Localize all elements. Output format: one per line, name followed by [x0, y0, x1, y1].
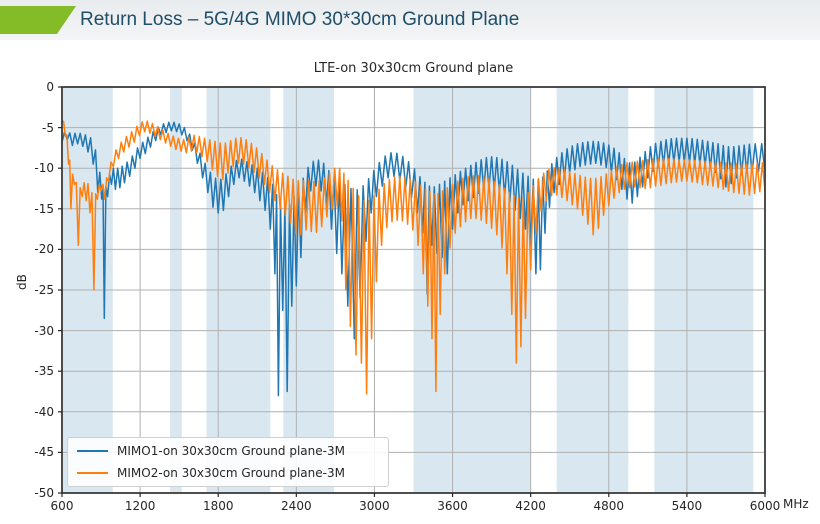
y-tick-label: -45 — [34, 445, 54, 460]
x-tick-label: 5400 — [671, 499, 703, 513]
y-tick-label: -50 — [34, 486, 54, 500]
mimo2-line-swatch — [77, 472, 108, 474]
y-tick-label: -30 — [34, 323, 54, 338]
x-tick-label: 1800 — [202, 499, 234, 513]
y-tick-label: -40 — [34, 404, 54, 419]
legend-item-mimo1: MIMO1-on 30x30cm Ground plane-3M — [77, 443, 379, 460]
x-tick-label: 3000 — [359, 499, 390, 513]
y-tick-label: -10 — [34, 161, 54, 176]
mimo1-line-swatch — [77, 450, 108, 452]
x-tick-label: 4800 — [593, 499, 625, 513]
y-tick-label: -15 — [34, 201, 54, 216]
y-tick-label: 0 — [46, 80, 54, 94]
y-tick-label: -20 — [34, 242, 54, 257]
legend: MIMO1-on 30x30cm Ground plane-3M MIMO2-o… — [67, 437, 389, 487]
x-tick-label: 2400 — [281, 499, 312, 513]
y-tick-label: -25 — [34, 283, 54, 297]
slide-header: Return Loss – 5G/4G MIMO 30*30cm Ground … — [0, 0, 820, 40]
chart-title: LTE-on 30x30cm Ground plane — [313, 61, 514, 76]
y-tick-label: -35 — [34, 364, 54, 379]
legend-label-mimo2: MIMO2-on 30x30cm Ground plane-3M — [117, 466, 345, 480]
series-line-mimo2 — [61, 120, 766, 395]
x-tick-label: 1200 — [124, 499, 156, 513]
x-tick-label: 600 — [50, 499, 74, 513]
plot-canvas — [58, 86, 766, 497]
header-accent-shape — [0, 6, 76, 34]
x-tick-label: 4200 — [515, 499, 546, 513]
x-axis-unit: MHz — [783, 497, 809, 511]
x-tick-label: 6000 — [749, 499, 781, 513]
y-tick-label: -5 — [42, 120, 54, 135]
legend-label-mimo1: MIMO1-on 30x30cm Ground plane-3M — [117, 444, 345, 458]
x-tick-label: 3600 — [437, 499, 468, 513]
legend-item-mimo2: MIMO2-on 30x30cm Ground plane-3M — [77, 465, 379, 482]
slide-title: Return Loss – 5G/4G MIMO 30*30cm Ground … — [80, 9, 520, 30]
return-loss-chart: LTE-on 30x30cm Ground plane dB MHz MIMO1… — [0, 40, 820, 524]
